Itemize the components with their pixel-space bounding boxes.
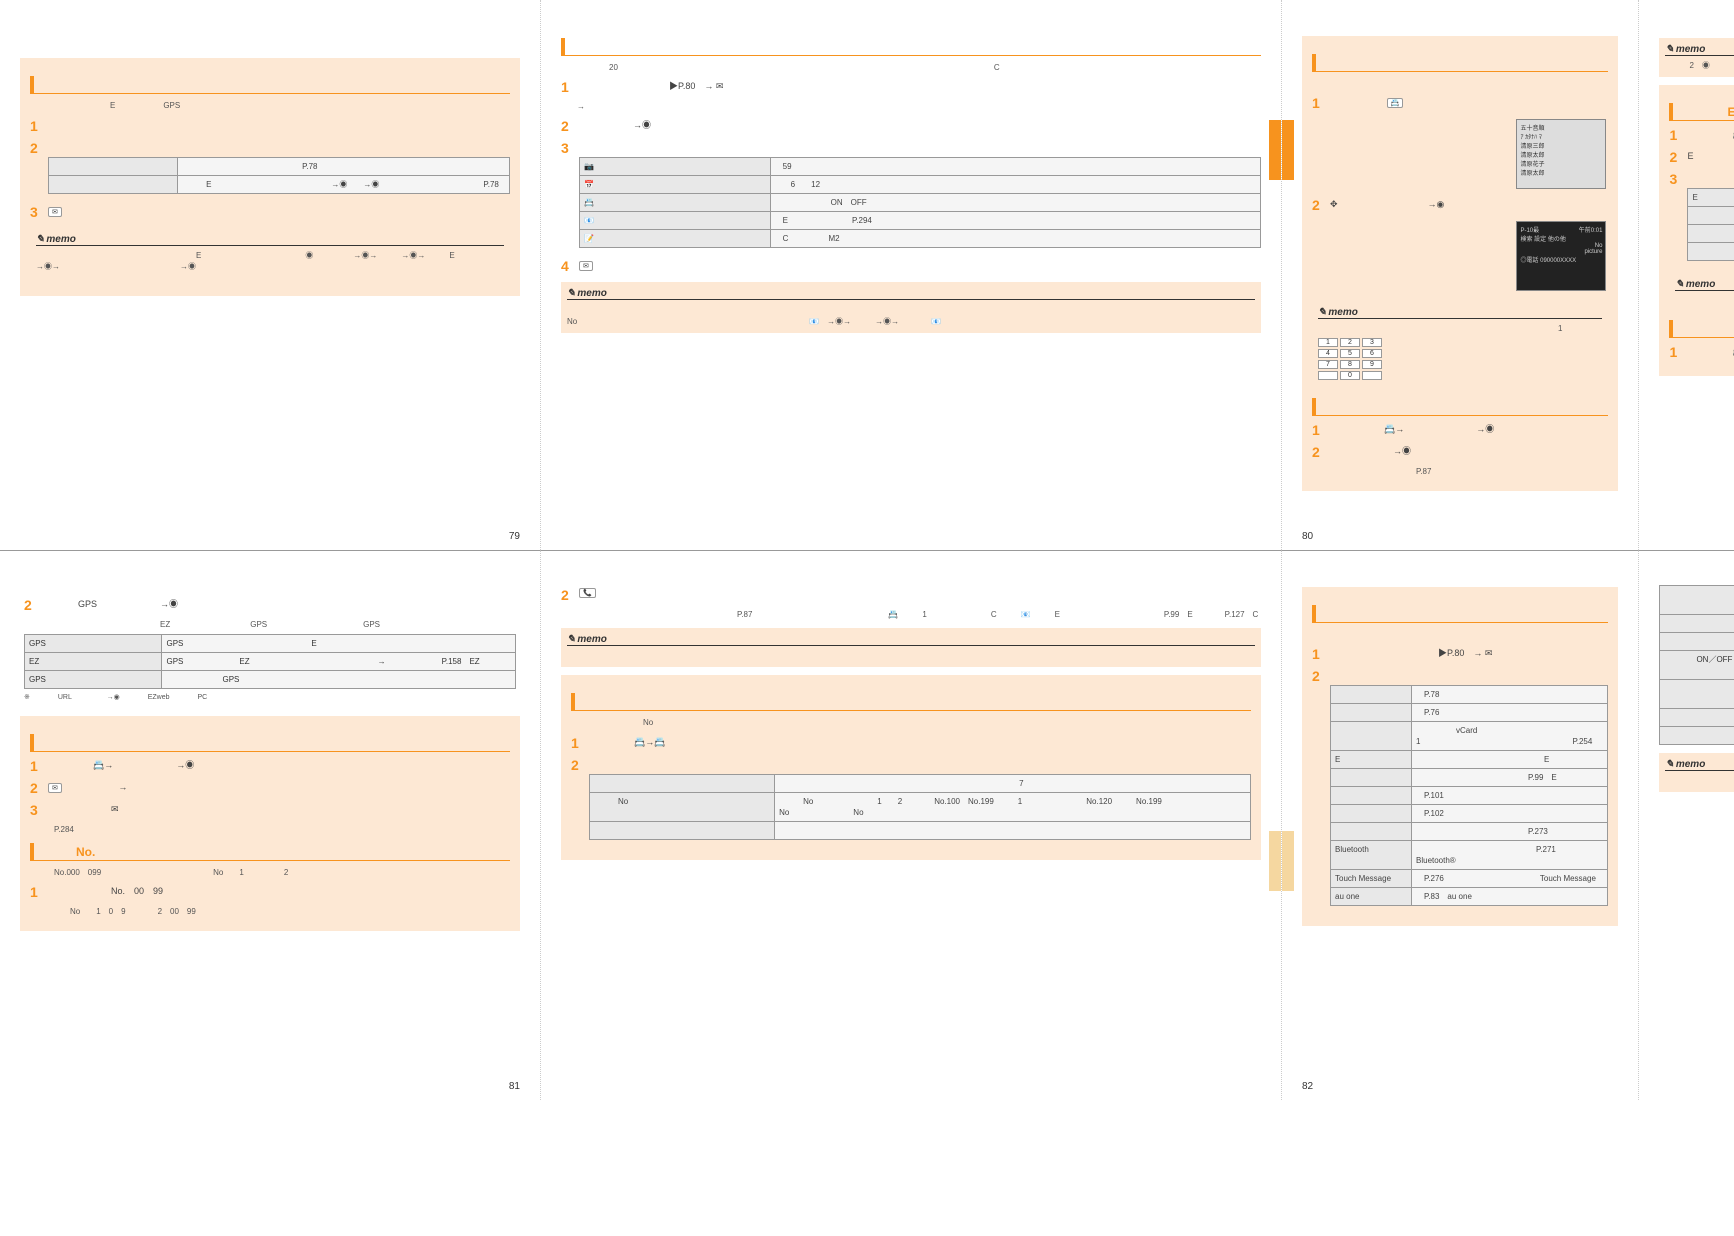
mail-icon: ✉ (579, 261, 593, 271)
screenshot-thumb-2: P-10最 午前0:01 検索 設定 他の他 Nopicture ◎電話 090… (1516, 221, 1606, 291)
memo-box: memo E ◉ →◉→ →◉→ E →◉→ →◉ (30, 228, 510, 278)
page-79-col2: 20 C 1 ▶P.80 → ✉ → 2 →◉ 3 📷 59 (541, 0, 1282, 550)
section-header-email: E E (1669, 103, 1734, 121)
side-tab (1282, 120, 1294, 180)
section-header-2 (1312, 398, 1608, 416)
table-flash: P.78 E →◉ →◉ P.78 (48, 157, 510, 194)
group-settings-table: 📷 59 📅 6 12 📇 ON OFF 📧 E P.294 📝 C M2 (579, 157, 1261, 248)
intro-text (20, 30, 520, 52)
keypad-illustration: 123 456 789 0 (1318, 338, 1602, 380)
page-80: 1 📇 五十音順 ｱ ｶﾀﾅﾊ ﾏ 清原三郎 清原太郎 清原花子 清原太郎 2 … (1282, 0, 1639, 550)
section-header-no: No. (30, 843, 510, 861)
side-tab (1269, 120, 1281, 180)
page-79: E GPS 1 2 P.78 E →◉ →◉ P.78 (0, 0, 541, 550)
memo-label: memo (36, 234, 504, 246)
page-80-col2: memo 2 ◉ 📞 📞 E E 1 📇→ →◉ 2E →◉ 3 (1639, 0, 1734, 550)
page-number: 81 (509, 1081, 520, 1092)
memo-box: memo 2 ◉ 📞 📞 (1659, 38, 1734, 77)
memo-box: memo 📇 E (1669, 273, 1734, 312)
side-tab (1269, 831, 1281, 891)
page-number: 82 (1302, 1081, 1313, 1092)
section-header (1312, 605, 1608, 623)
memo-box: memo (561, 628, 1261, 667)
memo-box: memo No 📧 →◉→ →◉→ 📧 (561, 282, 1261, 332)
memo-box: memo (1659, 753, 1734, 792)
call-icon: 📞 (579, 588, 596, 598)
email-table: E P.99 E P.101 P.102 E P.76 (1687, 188, 1734, 261)
section-header (1312, 54, 1608, 72)
page-81: 2 GPS →◉ EZ GPS GPS GPS GPS E EZ GPS EZ … (0, 550, 541, 1100)
step-num-2: 2 (30, 140, 44, 198)
memo-body: E ◉ →◉→ →◉→ E →◉→ →◉ (36, 250, 504, 272)
page-81-col2: 2📞 P.87 📇 1 C 📧 E P.99 E P.127 C memo (541, 550, 1282, 1100)
side-tab (1282, 831, 1294, 891)
page-82: 1 ▶P.80 → ✉ 2 P.78 P.76 vCard 1 P.254 (1282, 550, 1639, 1100)
mail-icon: ✉ (48, 783, 62, 793)
search-table: 7 No No 1 2 No.100 No.199 1 No.120 No.19… (589, 774, 1251, 840)
section-header-gps: GPS (1669, 320, 1734, 338)
page-number: 79 (509, 531, 520, 542)
section-header (30, 734, 510, 752)
section-header (561, 38, 1261, 56)
memo-box: memo 1 123 456 789 0 (1312, 301, 1608, 390)
step-num-3: 3 (30, 204, 44, 220)
submenu-table: P.78 P.76 vCard 1 P.254 E E P.99 E (1330, 685, 1608, 906)
gps-table: GPS GPS E EZ GPS EZ → P.158 EZ GPS GPS (24, 634, 516, 689)
addressbook-icon: 📇 (1387, 98, 1404, 108)
section-header (571, 693, 1251, 711)
screenshot-thumb-1: 五十音順 ｱ ｶﾀﾅﾊ ﾏ 清原三郎 清原太郎 清原花子 清原太郎 (1516, 119, 1606, 189)
submenu-table-cont: P.80 No 100 P.78 ON／OFF ON OFF ON 📆 (1659, 585, 1734, 745)
mail-icon: ✉ (48, 207, 62, 217)
step-body (48, 118, 510, 134)
intro-para: E GPS (30, 100, 510, 111)
step-body (48, 142, 75, 152)
step-num-1: 1 (30, 118, 44, 134)
page-number: 80 (1302, 531, 1313, 542)
section-header (30, 76, 510, 94)
step-body: ▶P.80 → ✉ (579, 79, 1261, 95)
page-82-col2: P.80 No 100 P.78 ON／OFF ON OFF ON 📆 (1639, 550, 1734, 1100)
